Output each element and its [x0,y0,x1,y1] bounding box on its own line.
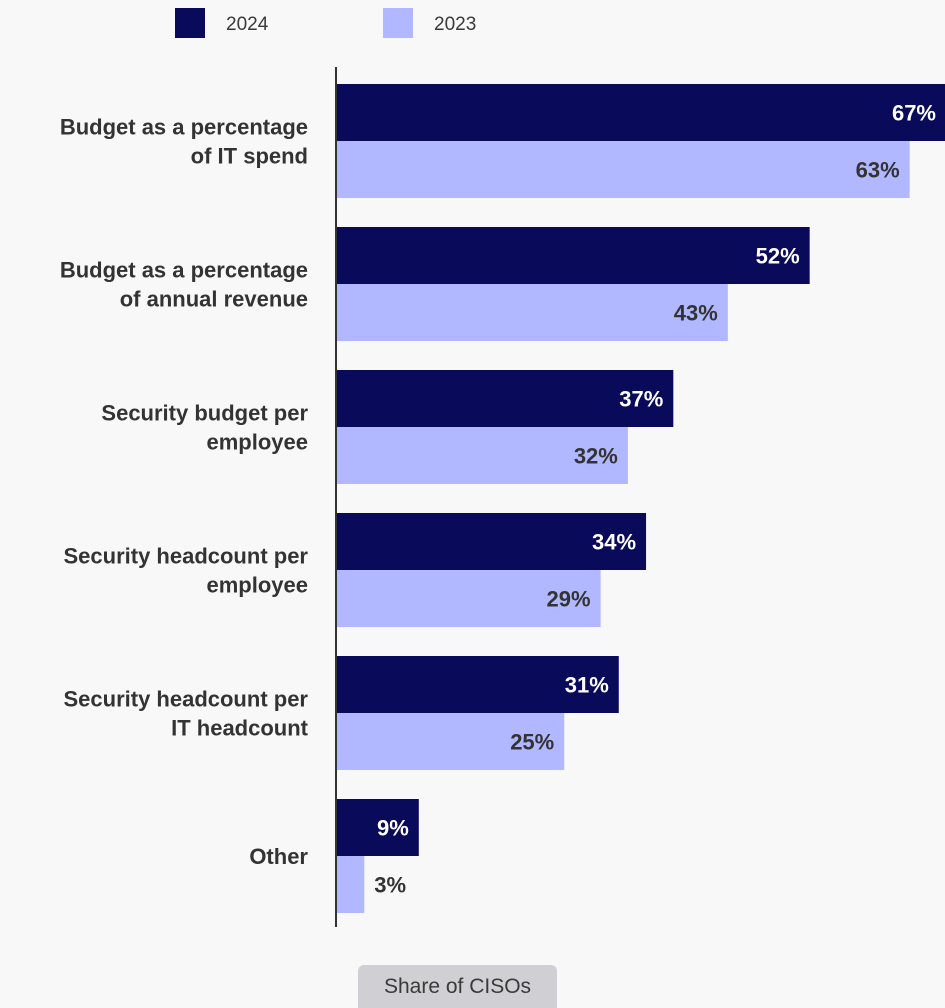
category-label-5-0: Other [249,844,308,869]
category-label-4-0: Security headcount per [63,687,308,712]
data-label-2024-0: 67% [892,101,936,126]
x-axis-label: Share of CISOs [358,965,557,1008]
bar-2023-4 [337,713,565,770]
data-label-2023-1: 43% [674,301,718,326]
legend-swatch-2023 [383,8,413,38]
category-label-2-0: Security budget per [101,401,308,426]
data-label-2024-1: 52% [756,244,800,269]
bar-2024-5 [337,799,419,856]
category-label-1-0: Budget as a percentage [60,258,308,283]
bar-2024-2 [337,370,674,427]
data-label-2023-2: 32% [574,444,618,469]
bar-2024-4 [337,656,619,713]
category-label-3-1: employee [207,573,309,598]
data-label-2023-4: 25% [510,730,554,755]
data-label-2024-2: 37% [619,387,663,412]
bar-2023-1 [337,284,728,341]
bar-2024-3 [337,513,647,570]
category-label-3-0: Security headcount per [63,544,308,569]
category-label-2-1: employee [207,430,309,455]
bar-2023-5 [337,856,365,913]
data-label-2023-5: 3% [374,873,406,898]
data-label-2023-3: 29% [547,587,591,612]
category-label-4-1: IT headcount [171,716,309,741]
data-label-2024-3: 34% [592,530,636,555]
category-label-1-1: of annual revenue [120,287,308,312]
data-label-2024-5: 9% [377,816,409,841]
legend-label-2023: 2023 [434,14,476,35]
bar-2023-0 [337,141,910,198]
legend-swatch-2024 [175,8,205,38]
data-label-2023-0: 63% [856,158,900,183]
bar-2023-2 [337,427,628,484]
data-label-2024-4: 31% [565,673,609,698]
category-label-0-1: of IT spend [191,144,308,169]
legend-label-2024: 2024 [226,14,269,35]
bar-2023-3 [337,570,601,627]
bar-2024-0 [337,84,945,141]
bar-2024-1 [337,227,810,284]
category-label-0-0: Budget as a percentage [60,115,308,140]
